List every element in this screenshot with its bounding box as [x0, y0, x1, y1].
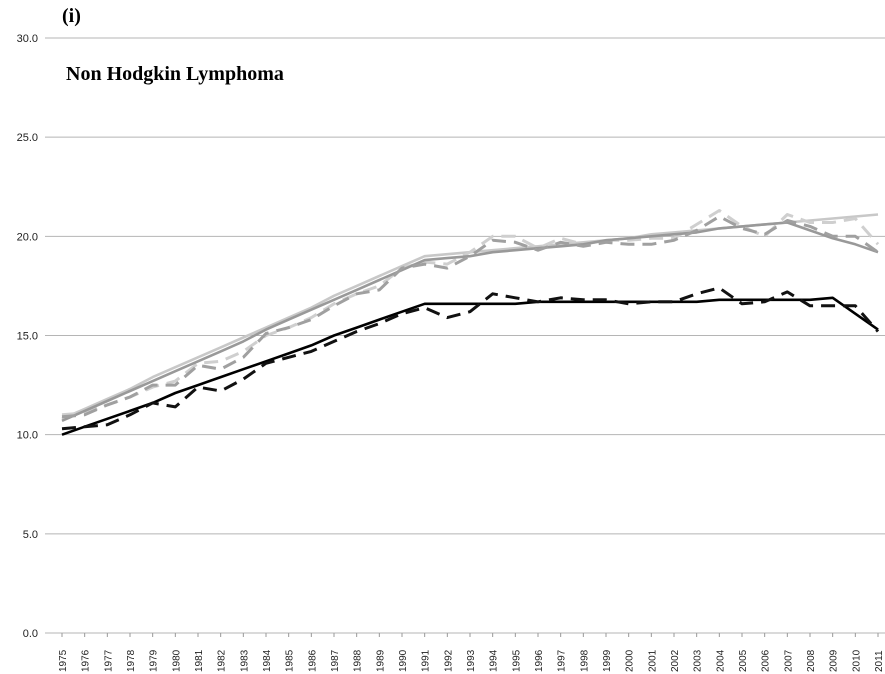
x-tick-label: 2006 [761, 649, 772, 672]
y-tick-label: 0.0 [23, 628, 38, 640]
x-tick-label: 1987 [330, 649, 341, 672]
x-tick-label: 1995 [511, 649, 522, 672]
x-tick-label: 2010 [851, 649, 862, 672]
series-line [61, 213, 879, 420]
x-tick-label: 1984 [262, 649, 273, 672]
x-tick-label: 1976 [81, 649, 92, 672]
x-tick-label: 2003 [693, 649, 704, 672]
x-tick-label: 1985 [285, 649, 296, 672]
x-tick-label: 2000 [625, 649, 636, 672]
y-tick-label: 10.0 [17, 430, 38, 442]
series-line [61, 209, 880, 417]
x-tick-label: 1977 [103, 649, 114, 672]
series-line [61, 286, 880, 431]
x-tick-label: 1988 [353, 649, 364, 672]
x-tick-label: 1996 [534, 649, 545, 672]
x-tick-label: 1997 [557, 649, 568, 672]
x-tick-label: 1989 [375, 649, 386, 672]
x-tick-label: 1978 [126, 649, 137, 672]
x-tick-label: 1999 [602, 649, 613, 672]
x-tick-label: 1980 [171, 649, 182, 672]
panel-label: (i) [62, 5, 81, 27]
x-tick-label: 1986 [307, 649, 318, 672]
y-tick-label: 20.0 [17, 231, 38, 243]
x-tick-label: 2009 [829, 649, 840, 672]
x-tick-label: 1975 [58, 649, 69, 672]
x-tick-label: 1981 [194, 649, 205, 672]
x-tick-label: 2005 [738, 649, 749, 672]
x-tick-label: 2002 [670, 649, 681, 672]
x-tick-label: 1979 [149, 649, 160, 672]
x-tick-label: 1983 [239, 649, 250, 672]
x-tick-label: 1990 [398, 649, 409, 672]
x-tick-label: 2011 [874, 650, 885, 672]
x-tick-label: 2008 [806, 649, 817, 672]
x-tick-label: 1991 [421, 649, 432, 672]
y-tick-label: 30.0 [17, 33, 38, 45]
x-tick-label: 1992 [443, 649, 454, 672]
x-tick-label: 2001 [647, 649, 658, 672]
series-line [61, 221, 879, 422]
y-tick-label: 15.0 [17, 331, 38, 343]
chart-title: Non Hodgkin Lymphoma [66, 63, 284, 85]
x-tick-label: 2004 [715, 649, 726, 672]
x-tick-label: 2007 [783, 649, 794, 672]
y-tick-label: 25.0 [17, 132, 38, 144]
x-tick-label: 1998 [579, 649, 590, 672]
x-tick-label: 1993 [466, 649, 477, 672]
series-line [61, 296, 879, 436]
x-tick-label: 1994 [489, 649, 500, 672]
x-tick-label: 1982 [217, 649, 228, 672]
series-line [61, 215, 879, 419]
y-tick-label: 5.0 [23, 529, 38, 541]
